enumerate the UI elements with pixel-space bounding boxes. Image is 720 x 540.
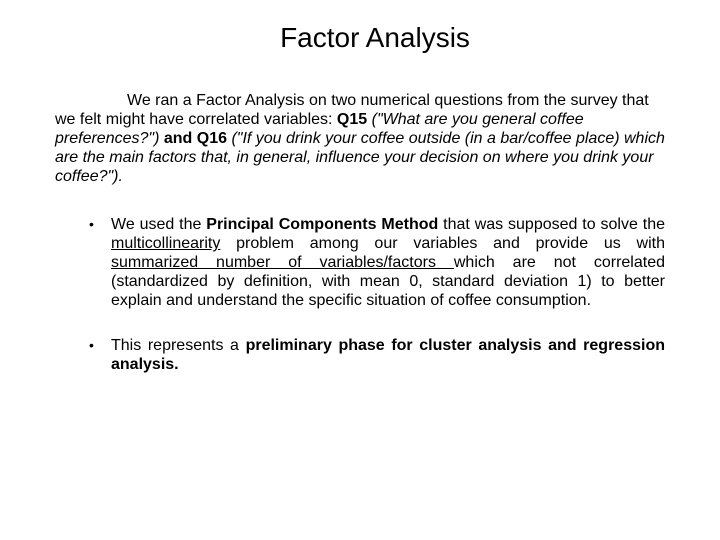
b1-multicollinearity: multicollinearity xyxy=(111,235,220,252)
bullet-list: We used the Principal Components Method … xyxy=(55,216,665,374)
b2-text-1: This represents a xyxy=(111,337,246,354)
b1-text-1: We used the xyxy=(111,216,206,233)
bullet-2: This represents a preliminary phase for … xyxy=(85,337,665,375)
intro-q15-label: Q15 xyxy=(337,111,372,128)
slide: Factor Analysis We ran a Factor Analysis… xyxy=(0,0,720,540)
b1-text-3: problem among our variables and provide … xyxy=(220,235,665,252)
b1-pcm: Principal Components Method xyxy=(206,216,438,233)
bullet-1: We used the Principal Components Method … xyxy=(85,216,665,310)
b1-summarized: summarized number of variables/factors xyxy=(111,254,454,271)
b1-text-2: that was supposed to solve the xyxy=(438,216,665,233)
intro-dot: . xyxy=(119,168,123,185)
intro-paragraph: We ran a Factor Analysis on two numerica… xyxy=(55,92,665,186)
intro-and: and xyxy=(159,130,196,147)
intro-q16-label: Q16 xyxy=(197,130,232,147)
slide-title: Factor Analysis xyxy=(55,22,665,54)
